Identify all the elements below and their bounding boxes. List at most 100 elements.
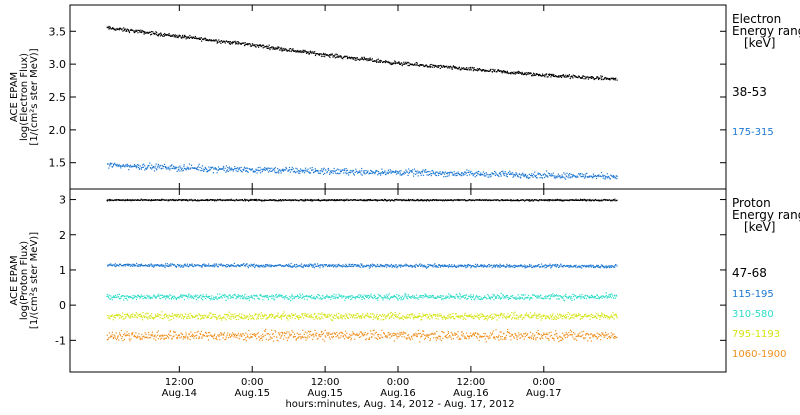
- data-point: [220, 43, 221, 44]
- series-795-1193: [107, 311, 618, 321]
- data-point: [283, 171, 284, 172]
- data-point: [281, 319, 282, 320]
- data-point: [271, 168, 272, 169]
- data-point: [525, 174, 526, 175]
- data-point: [226, 319, 227, 320]
- data-point: [418, 299, 419, 300]
- data-point: [470, 67, 471, 68]
- data-point: [385, 296, 386, 297]
- data-point: [297, 51, 298, 52]
- data-point: [137, 317, 138, 318]
- data-point: [456, 294, 457, 295]
- data-point: [572, 300, 573, 301]
- data-point: [269, 170, 270, 171]
- data-point: [304, 299, 305, 300]
- data-point: [571, 266, 572, 267]
- data-point: [528, 295, 529, 296]
- data-point: [134, 297, 135, 298]
- data-point: [174, 166, 175, 167]
- data-point: [450, 296, 451, 297]
- data-point: [380, 172, 381, 173]
- data-point: [158, 35, 159, 36]
- data-point: [375, 172, 376, 173]
- data-point: [350, 266, 351, 267]
- data-point: [533, 174, 534, 175]
- data-point: [334, 55, 335, 56]
- data-point: [524, 266, 525, 267]
- data-point: [467, 175, 468, 176]
- data-point: [256, 170, 257, 171]
- data-point: [396, 294, 397, 295]
- data-point: [370, 58, 371, 59]
- data-point: [233, 297, 234, 298]
- data-point: [257, 45, 258, 46]
- data-point: [442, 298, 443, 299]
- data-point: [136, 316, 137, 317]
- data-point: [350, 170, 351, 171]
- data-point: [399, 171, 400, 172]
- data-point: [410, 199, 411, 200]
- data-point: [406, 297, 407, 298]
- data-point: [182, 170, 183, 171]
- data-point: [304, 296, 305, 297]
- data-point: [114, 264, 115, 265]
- data-point: [408, 62, 409, 63]
- data-point: [522, 173, 523, 174]
- data-point: [605, 177, 606, 178]
- data-point: [244, 294, 245, 295]
- data-point: [484, 296, 485, 297]
- data-point: [169, 294, 170, 295]
- data-point: [210, 318, 211, 319]
- data-point: [525, 266, 526, 267]
- data-point: [465, 267, 466, 268]
- data-point: [346, 199, 347, 200]
- data-point: [299, 173, 300, 174]
- data-point: [420, 172, 421, 173]
- data-point: [400, 299, 401, 300]
- data-point: [342, 318, 343, 319]
- data-point: [202, 264, 203, 265]
- data-point: [126, 298, 127, 299]
- data-point: [442, 265, 443, 266]
- data-point: [294, 315, 295, 316]
- data-point: [575, 296, 576, 297]
- data-point: [305, 170, 306, 171]
- data-point: [424, 171, 425, 172]
- data-point: [405, 294, 406, 295]
- data-point: [440, 68, 441, 69]
- data-point: [308, 266, 309, 267]
- data-point: [298, 296, 299, 297]
- data-point: [531, 73, 532, 74]
- data-point: [538, 75, 539, 76]
- data-point: [253, 319, 254, 320]
- data-point: [155, 168, 156, 169]
- data-point: [523, 299, 524, 300]
- data-point: [610, 79, 611, 80]
- data-point: [228, 171, 229, 172]
- data-point: [387, 172, 388, 173]
- data-point: [520, 177, 521, 178]
- data-point: [463, 297, 464, 298]
- data-point: [583, 76, 584, 77]
- data-point: [166, 199, 167, 200]
- data-point: [541, 264, 542, 265]
- data-point: [150, 167, 151, 168]
- data-point: [418, 175, 419, 176]
- data-point: [322, 170, 323, 171]
- data-point: [580, 267, 581, 268]
- data-point: [370, 173, 371, 174]
- data-point: [224, 41, 225, 42]
- data-point: [118, 265, 119, 266]
- data-point: [234, 313, 235, 314]
- data-point: [555, 176, 556, 177]
- data-point: [317, 171, 318, 172]
- data-point: [168, 317, 169, 318]
- data-point: [552, 264, 553, 265]
- data-point: [363, 297, 364, 298]
- data-point: [250, 266, 251, 267]
- data-point: [376, 266, 377, 267]
- data-point: [153, 167, 154, 168]
- data-point: [329, 172, 330, 173]
- data-point: [290, 172, 291, 173]
- data-point: [449, 67, 450, 68]
